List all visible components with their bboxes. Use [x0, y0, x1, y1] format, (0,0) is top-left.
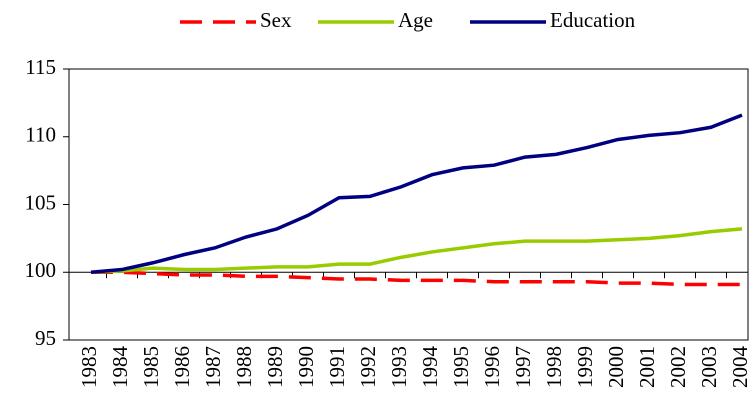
x-tick-label: 1998: [542, 346, 566, 388]
series-line: [90, 227, 743, 274]
x-tick-label: 1991: [325, 346, 349, 388]
x-tick-label: 1987: [201, 346, 225, 388]
y-tick-label: 115: [25, 55, 56, 79]
y-tick-label: 95: [35, 326, 56, 350]
x-tick-label: 2002: [666, 346, 690, 388]
x-tick-label: 1990: [294, 346, 318, 388]
series-line: [91, 270, 742, 287]
plot-frame: [68, 68, 749, 341]
x-tick-label: 2001: [635, 346, 659, 388]
x-tick-label: 1994: [418, 346, 442, 389]
x-tick-label: 1999: [573, 346, 597, 388]
x-tick-label: 1993: [387, 346, 411, 388]
x-tick-label: 2004: [728, 346, 752, 389]
x-tick-label: 1985: [139, 346, 163, 388]
x-tick-label: 1986: [170, 346, 194, 388]
y-tick-label: 105: [25, 190, 57, 214]
x-tick-label: 1984: [108, 346, 132, 389]
y-tick-label: 110: [25, 123, 56, 147]
y-tick-label: 100: [25, 258, 57, 282]
x-tick-label: 1992: [356, 346, 380, 388]
legend-label: Education: [550, 8, 636, 32]
x-tick-label: 2000: [604, 346, 628, 388]
x-tick-label: 1995: [449, 346, 473, 388]
x-tick-label: 1983: [77, 346, 101, 388]
legend-label: Sex: [260, 8, 292, 32]
x-tick-label: 1988: [232, 346, 256, 388]
x-tick-label: 1989: [263, 346, 287, 388]
series-line: [90, 113, 743, 274]
x-tick-label: 1996: [480, 346, 504, 388]
legend-label: Age: [398, 8, 433, 32]
x-tick-label: 1997: [511, 346, 535, 388]
x-tick-label: 2003: [697, 346, 721, 388]
